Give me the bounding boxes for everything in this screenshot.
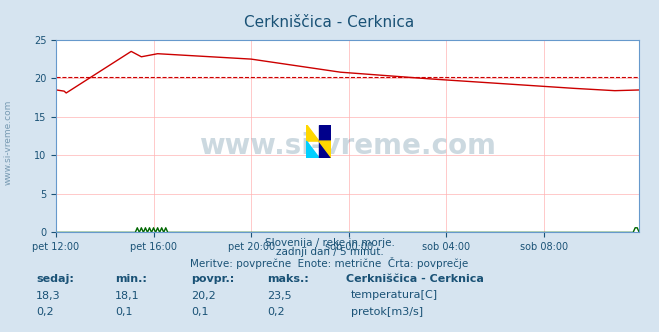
Text: 0,2: 0,2 bbox=[267, 307, 285, 317]
Text: temperatura[C]: temperatura[C] bbox=[351, 290, 438, 300]
Polygon shape bbox=[319, 124, 331, 141]
Text: Meritve: povprečne  Enote: metrične  Črta: povprečje: Meritve: povprečne Enote: metrične Črta:… bbox=[190, 257, 469, 269]
Text: www.si-vreme.com: www.si-vreme.com bbox=[199, 132, 496, 160]
Text: 0,1: 0,1 bbox=[191, 307, 209, 317]
Text: 18,1: 18,1 bbox=[115, 290, 140, 300]
Text: zadnji dan / 5 minut.: zadnji dan / 5 minut. bbox=[275, 247, 384, 257]
Text: sedaj:: sedaj: bbox=[36, 274, 74, 284]
Text: povpr.:: povpr.: bbox=[191, 274, 235, 284]
Text: 0,2: 0,2 bbox=[36, 307, 54, 317]
Polygon shape bbox=[319, 141, 331, 158]
Text: Slovenija / reke in morje.: Slovenija / reke in morje. bbox=[264, 238, 395, 248]
Text: min.:: min.: bbox=[115, 274, 147, 284]
Polygon shape bbox=[306, 124, 319, 141]
Text: Cerkniščica - Cerknica: Cerkniščica - Cerknica bbox=[244, 15, 415, 30]
Polygon shape bbox=[319, 141, 331, 158]
Text: 0,1: 0,1 bbox=[115, 307, 133, 317]
Text: 23,5: 23,5 bbox=[267, 290, 291, 300]
Text: www.si-vreme.com: www.si-vreme.com bbox=[4, 100, 13, 186]
Text: 20,2: 20,2 bbox=[191, 290, 216, 300]
Text: 18,3: 18,3 bbox=[36, 290, 61, 300]
Polygon shape bbox=[306, 141, 319, 158]
Text: maks.:: maks.: bbox=[267, 274, 308, 284]
Text: pretok[m3/s]: pretok[m3/s] bbox=[351, 307, 422, 317]
Text: Cerkniščica - Cerknica: Cerkniščica - Cerknica bbox=[346, 274, 484, 284]
